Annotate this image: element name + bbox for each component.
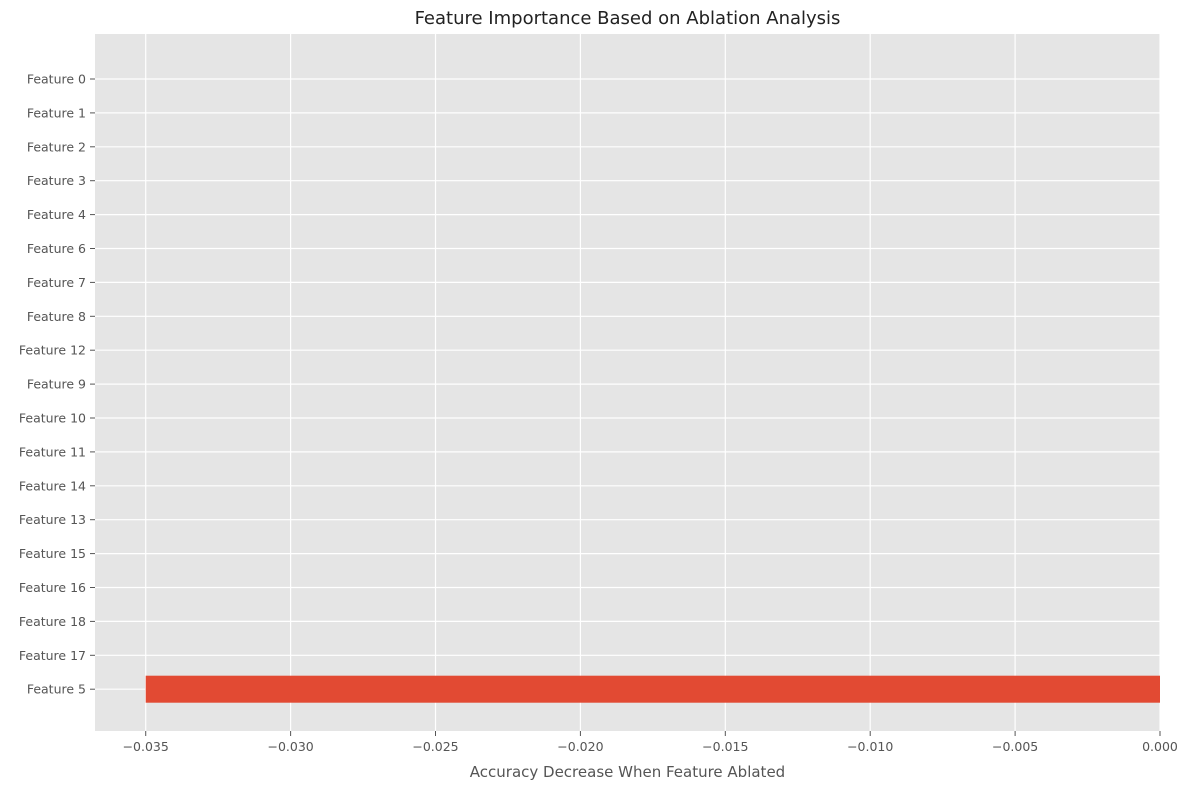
x-tick-label: −0.010 [847, 739, 893, 754]
x-tick-label: −0.015 [702, 739, 748, 754]
x-axis-ticks: −0.035 −0.030 −0.025 −0.020 −0.015 −0.010 −0.0… [123, 731, 1178, 754]
y-tick-label: Feature 0 [27, 72, 86, 87]
y-tick-label: Feature 7 [27, 275, 86, 290]
y-tick-label: Feature 3 [27, 173, 86, 188]
y-tick-label: Feature 13 [19, 512, 86, 527]
x-tick-label: 0.000 [1142, 739, 1178, 754]
x-tick-label: −0.005 [992, 739, 1038, 754]
y-axis-ticks: Feature 0 Feature 1 Feature 2 Feature 3 Feat… [19, 72, 95, 697]
y-tick-label: Feature 9 [27, 377, 86, 392]
y-tick-label: Feature 2 [27, 139, 86, 154]
grid [95, 34, 1161, 731]
bars [145, 675, 1160, 703]
y-tick-label: Feature 10 [19, 411, 86, 426]
x-tick-label: −0.025 [412, 739, 458, 754]
bar [145, 675, 1160, 703]
y-tick-label: Feature 14 [19, 478, 86, 493]
chart-title: Feature Importance Based on Ablation Ana… [415, 8, 841, 29]
x-tick-label: −0.035 [123, 739, 169, 754]
y-tick-label: Feature 4 [27, 207, 86, 222]
y-tick-label: Feature 5 [27, 682, 86, 697]
y-tick-label: Feature 17 [19, 648, 86, 663]
y-tick-label: Feature 6 [27, 241, 86, 256]
x-tick-label: −0.020 [557, 739, 603, 754]
x-axis-label: Accuracy Decrease When Feature Ablated [470, 763, 785, 781]
y-tick-label: Feature 1 [27, 105, 86, 120]
y-tick-label: Feature 8 [27, 309, 86, 324]
y-tick-label: Feature 12 [19, 343, 86, 358]
y-tick-label: Feature 16 [19, 580, 86, 595]
plot-background [95, 34, 1160, 731]
y-tick-label: Feature 15 [19, 546, 86, 561]
x-tick-label: −0.030 [267, 739, 313, 754]
y-tick-label: Feature 18 [19, 614, 86, 629]
y-tick-label: Feature 11 [19, 444, 86, 459]
